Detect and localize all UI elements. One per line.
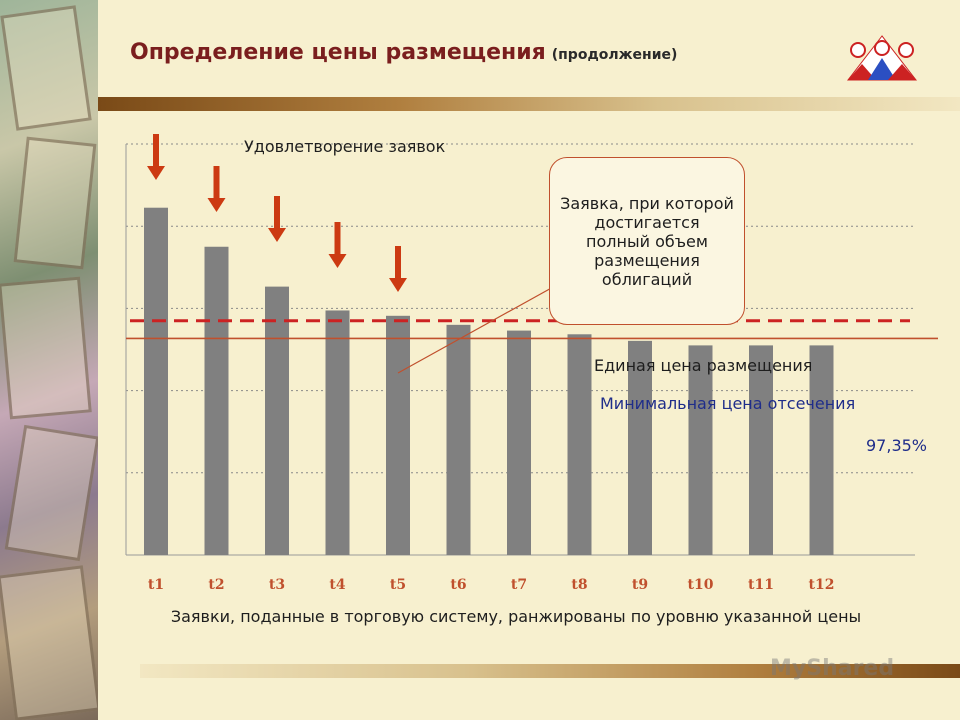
bar-t4 (325, 310, 350, 555)
bar-t9 (628, 340, 652, 555)
x-tick-label-t6: t6 (450, 577, 466, 593)
callout-text: Заявка, при которой достигается полный о… (560, 193, 734, 289)
x-tick-label-t10: t10 (688, 577, 714, 593)
down-arrow-icon-t2 (207, 166, 226, 212)
uniform-price-label: Единая цена размещения (594, 356, 813, 375)
logo-icon (846, 35, 918, 81)
bars (144, 207, 834, 555)
min-cutoff-value: 97,35% (866, 436, 928, 455)
x-tick-label-t4: t4 (329, 577, 345, 593)
callout-box: Заявка, при которой достигается полный о… (549, 157, 745, 325)
arrows (147, 134, 407, 292)
page-subtitle: (продолжение) (551, 47, 678, 63)
x-tick-labels: t1 t2 t3 t4 t5 t6 t7 t8 t9 t10 t11 t12 (148, 577, 835, 593)
chart-grid (126, 143, 915, 474)
down-arrow-icon-t1 (147, 134, 165, 180)
bar-t8 (567, 334, 592, 555)
bar-t1 (144, 207, 168, 555)
x-tick-label-t5: t5 (390, 577, 406, 593)
down-arrow-icon-t5 (389, 246, 407, 292)
bar-t6 (446, 324, 471, 555)
bar-t12 (809, 345, 834, 555)
watermark: MyShared (770, 656, 895, 681)
x-tick-label-t11: t11 (748, 577, 774, 593)
decorative-bond-strip (0, 0, 98, 720)
x-tick-label-t8: t8 (571, 577, 587, 593)
top-decorative-band (98, 97, 960, 111)
bar-t5 (386, 315, 410, 555)
min-cutoff-label: Минимальная цена отсечения (600, 394, 856, 413)
demand-satisfaction-label: Удовлетворение заявок (244, 137, 446, 156)
page-title: Определение цены размещения (продолжение) (130, 40, 677, 65)
down-arrow-icon-t3 (268, 196, 286, 242)
x-tick-label-t2: t2 (208, 577, 224, 593)
bar-t11 (749, 345, 773, 555)
bar-t3 (265, 286, 289, 555)
bar-t7 (507, 330, 531, 555)
x-tick-label-t9: t9 (632, 577, 648, 593)
bar-t2 (204, 246, 229, 555)
page-title-text: Определение цены размещения (130, 40, 546, 65)
bar-t10 (688, 345, 713, 555)
down-arrow-icon-t4 (328, 222, 347, 268)
x-tick-label-t1: t1 (148, 577, 164, 593)
x-tick-label-t3: t3 (269, 577, 285, 593)
chart-caption: Заявки, поданные в торговую систему, ран… (170, 607, 862, 626)
x-tick-label-t7: t7 (511, 577, 527, 593)
reference-lines (126, 319, 938, 340)
x-tick-label-t12: t12 (809, 577, 835, 593)
callout-pointer (397, 275, 574, 374)
bottom-decorative-band (140, 664, 960, 678)
